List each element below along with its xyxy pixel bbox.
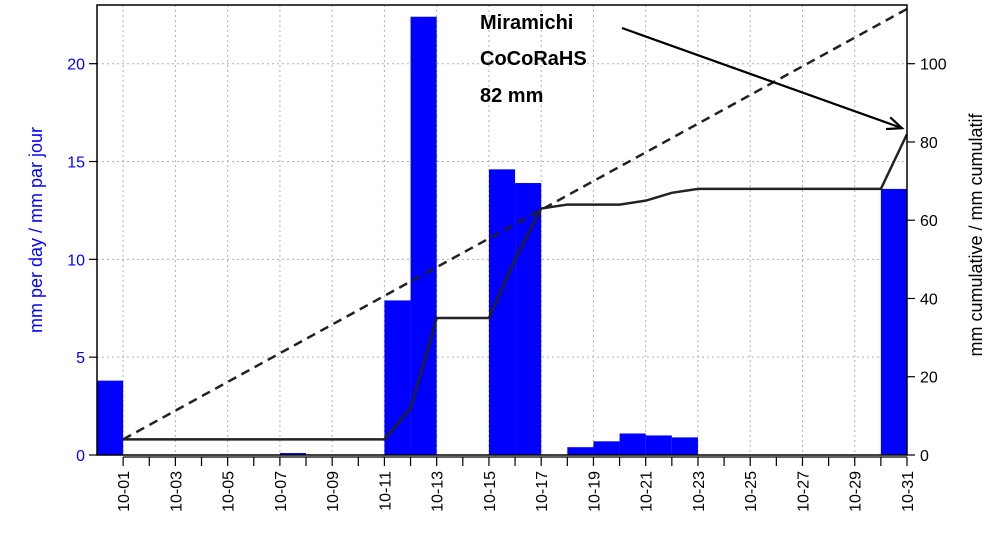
x-tick-label: 10-29 — [848, 471, 865, 512]
x-tick-label: 10-11 — [377, 471, 394, 511]
bar-day-19 — [567, 447, 594, 455]
left-tick-label: 10 — [67, 252, 85, 269]
x-tick-label: 10-15 — [482, 471, 499, 512]
x-tick-label: 10-01 — [116, 471, 133, 512]
bar-day-16 — [488, 169, 516, 455]
x-tick-label: 10-13 — [430, 471, 447, 512]
x-tick-label: 10-09 — [325, 471, 342, 512]
right-tick-label: 20 — [920, 370, 938, 387]
bar-day-13 — [410, 16, 437, 455]
bar-layer — [97, 16, 907, 456]
right-tick-label: 80 — [920, 135, 938, 152]
plot-frame — [96, 4, 908, 456]
annotation-line-1: Miramichi — [480, 12, 573, 34]
annotation-arrow-line — [621, 26, 903, 130]
observed-cumulative-line — [123, 133, 909, 441]
x-tick-label: 10-05 — [221, 471, 238, 512]
left-tick-label: 5 — [76, 350, 85, 367]
annotation-line-3: 82 mm — [480, 85, 543, 107]
x-tick-label: 10-25 — [743, 471, 760, 512]
bar-day-20 — [593, 441, 620, 455]
left-tick-label: 15 — [67, 155, 85, 172]
right-axis-title: mm cumulative / mm cumulatif — [966, 112, 986, 356]
x-tick-label: 10-17 — [534, 471, 551, 512]
annotation-line-2: CoCoRaHS — [480, 48, 587, 70]
bar-day-31 — [880, 188, 907, 456]
x-tick-label: 10-27 — [795, 471, 812, 512]
bar-day-21 — [619, 433, 646, 455]
x-tick-label: 10-21 — [639, 471, 656, 512]
bar-day-23 — [671, 437, 698, 455]
left-tick-label: 20 — [67, 57, 85, 74]
right-tick-label: 0 — [920, 448, 929, 465]
annotation-layer: Miramichi CoCoRaHS 82 mm — [480, 12, 905, 131]
bar-day-1 — [97, 380, 124, 455]
x-tick-label: 10-23 — [691, 471, 708, 512]
x-tick-label: 10-31 — [900, 471, 917, 512]
bar-day-12 — [384, 300, 411, 455]
left-tick-label: 0 — [76, 448, 85, 465]
annotation-arrow-head — [885, 116, 905, 131]
right-tick-label: 60 — [920, 213, 938, 230]
x-tick-label: 10-03 — [168, 471, 185, 512]
bar-day-8 — [279, 453, 307, 455]
bar-day-17 — [515, 183, 542, 456]
x-tick-label: 10-19 — [586, 471, 603, 512]
axis-layer: 0 5 10 15 20 0 20 40 60 80 100 10-01 10-03 10-05 10-07… — [67, 57, 947, 512]
right-tick-label: 40 — [920, 291, 938, 308]
right-tick-label: 100 — [920, 57, 947, 74]
bar-day-22 — [645, 435, 672, 455]
left-axis-title: mm per day / mm par jour — [26, 127, 46, 333]
line-layer — [122, 7, 909, 441]
x-tick-label: 10-07 — [273, 471, 290, 512]
